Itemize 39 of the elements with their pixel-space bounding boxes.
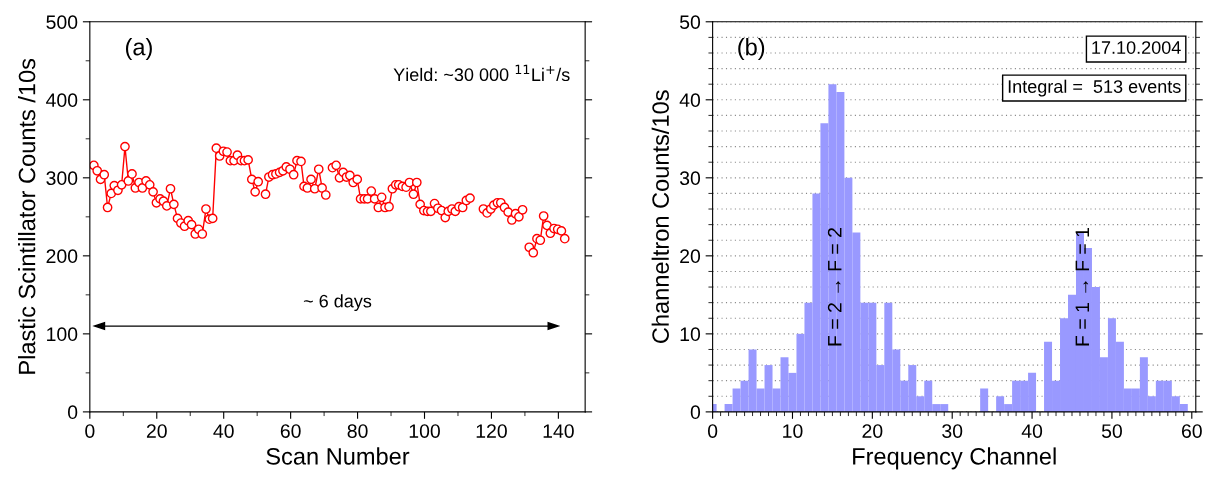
annotation: (b) (738, 38, 765, 61)
x-tick-label: 140 (543, 424, 574, 438)
y-tick-label: 20 (680, 249, 701, 264)
annotation: F = 2 → F = 2 (827, 228, 842, 346)
x-tick-label: 40 (213, 424, 234, 438)
x-tick-label: 100 (409, 424, 440, 438)
x-tick-label: 30 (942, 424, 963, 438)
x-tick-label: 50 (1101, 424, 1122, 438)
y-tick-label: 500 (46, 15, 78, 30)
y-tick-label: 100 (47, 327, 78, 342)
y-axis-title: Plastic Scintillator Counts /10s (18, 58, 36, 374)
annotation: Yield: ~30 000 $^{11}$Li$^{+}$/s (393, 64, 570, 82)
annotation: 17.10.2004 (1092, 41, 1181, 54)
annotation: ~ 6 days (303, 294, 372, 312)
x-tick-label: 0 (85, 424, 95, 438)
x-tick-label: 60 (280, 424, 301, 438)
y-axis-title: Channeltron Counts/10s (651, 90, 669, 343)
x-axis-title: Scan Number (266, 447, 410, 465)
x-tick-label: 0 (707, 424, 718, 438)
y-tick-label: 300 (46, 171, 78, 186)
x-tick-label: 20 (146, 424, 167, 438)
y-tick-label: 10 (680, 327, 701, 342)
y-tick-label: 40 (679, 93, 701, 108)
y-tick-label: 400 (46, 93, 78, 108)
y-tick-label: 50 (679, 15, 701, 30)
y-tick-label: 200 (46, 249, 78, 264)
annotation: F = 1 → F = 1 (1075, 228, 1090, 346)
annotation: Integral = 513 events (1008, 79, 1181, 97)
y-tick-label: 0 (67, 405, 78, 420)
x-axis-title: Frequency Channel (853, 447, 1056, 470)
x-tick-label: 10 (783, 424, 803, 438)
x-tick-label: 120 (476, 424, 507, 438)
x-tick-label: 80 (347, 424, 368, 438)
x-tick-label: 20 (862, 424, 883, 438)
x-tick-label: 60 (1181, 424, 1202, 438)
y-tick-label: 0 (690, 405, 701, 420)
annotation: (a) (125, 38, 152, 61)
y-tick-label: 30 (679, 171, 701, 186)
x-tick-label: 40 (1021, 424, 1043, 438)
